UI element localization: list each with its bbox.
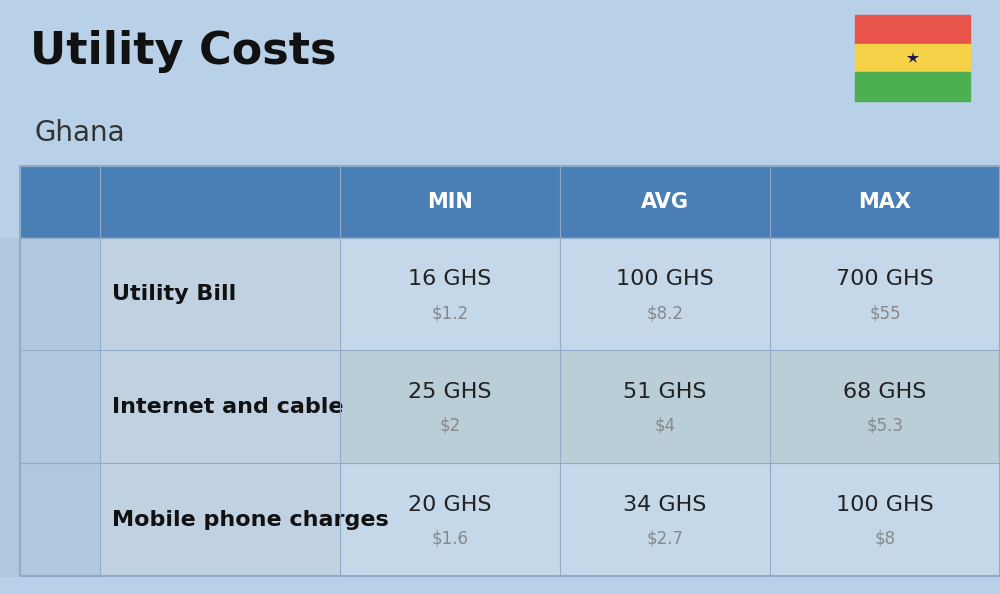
Bar: [340, 350, 560, 463]
Bar: [770, 238, 1000, 350]
Text: 51 GHS: 51 GHS: [623, 382, 707, 402]
Text: 100 GHS: 100 GHS: [836, 495, 934, 515]
Text: Ghana: Ghana: [35, 119, 126, 147]
Text: $2: $2: [439, 417, 461, 435]
Text: $1.2: $1.2: [431, 304, 469, 322]
Bar: [340, 238, 560, 350]
Text: MIN: MIN: [427, 192, 473, 212]
Text: Internet and cable: Internet and cable: [112, 397, 344, 417]
Text: MAX: MAX: [858, 192, 912, 212]
Bar: [100, 238, 340, 350]
Text: $8: $8: [874, 530, 896, 548]
Bar: [855, 15, 970, 43]
Text: 25 GHS: 25 GHS: [408, 382, 492, 402]
Bar: [20, 166, 1000, 576]
Text: $5.3: $5.3: [866, 417, 904, 435]
Text: 20 GHS: 20 GHS: [408, 495, 492, 515]
Bar: [100, 463, 340, 576]
Text: Utility Costs: Utility Costs: [30, 30, 336, 72]
Text: $55: $55: [869, 304, 901, 322]
Text: $4: $4: [654, 417, 676, 435]
Text: AVG: AVG: [641, 192, 689, 212]
Bar: [560, 350, 770, 463]
Text: 100 GHS: 100 GHS: [616, 269, 714, 289]
Bar: [340, 463, 560, 576]
Text: 34 GHS: 34 GHS: [623, 495, 707, 515]
Bar: [0, 350, 100, 463]
Text: 68 GHS: 68 GHS: [843, 382, 927, 402]
Bar: [770, 350, 1000, 463]
Text: $8.2: $8.2: [646, 304, 684, 322]
Text: 700 GHS: 700 GHS: [836, 269, 934, 289]
Bar: [560, 463, 770, 576]
Bar: [0, 463, 100, 576]
Bar: [100, 350, 340, 463]
Bar: [560, 238, 770, 350]
Text: $1.6: $1.6: [432, 530, 468, 548]
Text: Mobile phone charges: Mobile phone charges: [112, 510, 389, 530]
Bar: [855, 43, 970, 72]
Text: Utility Bill: Utility Bill: [112, 284, 236, 304]
Bar: [0, 238, 100, 350]
Text: 16 GHS: 16 GHS: [408, 269, 492, 289]
Bar: [770, 463, 1000, 576]
Bar: [20, 166, 1000, 238]
Bar: [855, 72, 970, 101]
Text: $2.7: $2.7: [646, 530, 684, 548]
